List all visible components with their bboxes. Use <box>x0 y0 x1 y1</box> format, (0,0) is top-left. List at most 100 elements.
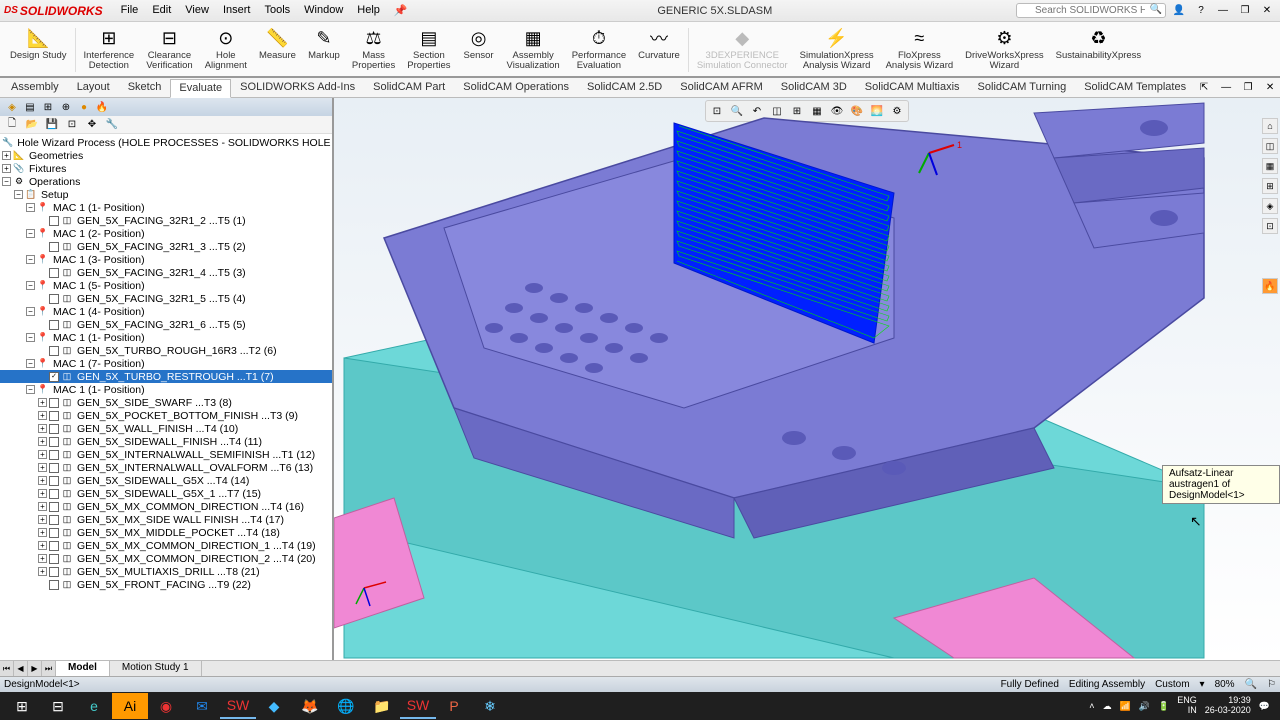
tree-item[interactable]: +◫GEN_5X_MX_COMMON_DIRECTION ...T4 (16) <box>0 500 332 513</box>
toggle-icon[interactable]: ⊡ <box>64 118 80 132</box>
menu-insert[interactable]: Insert <box>217 2 257 19</box>
tree-item[interactable]: +◫GEN_5X_SIDEWALL_G5X_1 ...T7 (15) <box>0 487 332 500</box>
tab-solidcamturning[interactable]: SolidCAM Turning <box>969 78 1076 97</box>
tray-cloud-icon[interactable]: ☁ <box>1103 701 1112 712</box>
menu-edit[interactable]: Edit <box>146 2 177 19</box>
edge-icon[interactable]: e <box>76 693 112 719</box>
status-zoom[interactable]: 80% <box>1215 679 1235 690</box>
status-zoom-icon[interactable]: 🔍 <box>1245 679 1257 690</box>
tree-item[interactable]: +◫GEN_5X_INTERNALWALL_SEMIFINISH ...T1 (… <box>0 448 332 461</box>
tree-view-icon[interactable]: ◈ <box>4 100 20 114</box>
tab-solidcam25d[interactable]: SolidCAM 2.5D <box>578 78 671 97</box>
tree-item[interactable]: +◫GEN_5X_SIDEWALL_FINISH ...T4 (11) <box>0 435 332 448</box>
tree-item[interactable]: +📐Geometries <box>0 149 332 162</box>
help-icon[interactable]: ? <box>1192 3 1210 19</box>
tab-prev-icon[interactable]: ◀ <box>14 661 28 676</box>
tree-item[interactable]: ◫GEN_5X_FACING_32R1_3 ...T5 (2) <box>0 240 332 253</box>
close-icon[interactable]: ✕ <box>1258 3 1276 19</box>
tree-item[interactable]: −📍MAC 1 (1- Position) <box>0 383 332 396</box>
bottom-tab-model[interactable]: Model <box>56 661 110 676</box>
ribbon-measure[interactable]: 📏Measure <box>253 24 302 76</box>
tab-sketch[interactable]: Sketch <box>119 78 171 97</box>
tree-item[interactable]: ◫GEN_5X_FACING_32R1_4 ...T5 (3) <box>0 266 332 279</box>
tab-solidcamafrm[interactable]: SolidCAM AFRM <box>671 78 772 97</box>
tree-item[interactable]: ◫GEN_5X_FACING_32R1_2 ...T5 (1) <box>0 214 332 227</box>
restore-icon[interactable]: ❐ <box>1236 3 1254 19</box>
tray-notif-icon[interactable]: 💬 <box>1259 701 1270 712</box>
tree-item[interactable]: ◫GEN_5X_FACING_32R1_5 ...T5 (4) <box>0 292 332 305</box>
menu-pin-icon[interactable]: 📌 <box>388 2 414 19</box>
tree-item[interactable]: +◫GEN_5X_SIDE_SWARF ...T3 (8) <box>0 396 332 409</box>
ribbon-section[interactable]: ▤SectionProperties <box>401 24 456 76</box>
filter-icon[interactable]: 🔧 <box>104 118 120 132</box>
firefox-icon[interactable]: 🦊 <box>292 693 328 719</box>
tray-clock[interactable]: 19:3926-03-2020 <box>1205 696 1251 716</box>
tree-item[interactable]: −📍MAC 1 (3- Position) <box>0 253 332 266</box>
display-icon[interactable]: ⊕ <box>58 100 74 114</box>
appearance-icon[interactable]: ● <box>76 100 92 114</box>
property-icon[interactable]: ▤ <box>22 100 38 114</box>
explorer-icon[interactable]: 📁 <box>364 693 400 719</box>
cam-icon[interactable]: 🔥 <box>94 100 110 114</box>
tab-max-icon[interactable]: ❐ <box>1239 80 1257 96</box>
tree-item[interactable]: −📍MAC 1 (1- Position) <box>0 201 332 214</box>
menu-file[interactable]: File <box>115 2 145 19</box>
tree-item[interactable]: −⚙Operations <box>0 175 332 188</box>
ribbon-curvature[interactable]: 〰Curvature <box>632 24 686 76</box>
ribbon-hole[interactable]: ⊙HoleAlignment <box>199 24 253 76</box>
solidworks-icon[interactable]: SW <box>220 693 256 719</box>
tree-item[interactable]: −📋Setup <box>0 188 332 201</box>
taskview-icon[interactable]: ⊟ <box>40 693 76 719</box>
illustrator-icon[interactable]: Ai <box>112 693 148 719</box>
tab-solidcampart[interactable]: SolidCAM Part <box>364 78 454 97</box>
tree-item[interactable]: +◫GEN_5X_MULTIAXIS_DRILL ...T8 (21) <box>0 565 332 578</box>
ribbon-clearance[interactable]: ⊟ClearanceVerification <box>140 24 198 76</box>
config-icon[interactable]: ⊞ <box>40 100 56 114</box>
ribbon-markup[interactable]: ✎Markup <box>302 24 346 76</box>
tab-solidcammultiaxis[interactable]: SolidCAM Multiaxis <box>856 78 969 97</box>
tab-close-icon[interactable]: ✕ <box>1261 80 1279 96</box>
tab-solidcamoperations[interactable]: SolidCAM Operations <box>454 78 578 97</box>
tab-solidworksaddins[interactable]: SOLIDWORKS Add-Ins <box>231 78 364 97</box>
tree-item[interactable]: ✓◫GEN_5X_TURBO_RESTROUGH ...T1 (7) <box>0 370 332 383</box>
tab-min-icon[interactable]: — <box>1217 80 1235 96</box>
search-input[interactable] <box>1016 3 1166 18</box>
ribbon-floxpress[interactable]: ≈FloXpressAnalysis Wizard <box>880 24 960 76</box>
tree-item[interactable]: −📍MAC 1 (2- Position) <box>0 227 332 240</box>
ribbon-interference[interactable]: ⊞InterferenceDetection <box>78 24 141 76</box>
tree-item[interactable]: ◫GEN_5X_FACING_32R1_6 ...T5 (5) <box>0 318 332 331</box>
tree-item[interactable]: −📍MAC 1 (1- Position) <box>0 331 332 344</box>
tree-item[interactable]: +◫GEN_5X_MX_SIDE WALL FINISH ...T4 (17) <box>0 513 332 526</box>
ribbon-assembly[interactable]: ▦AssemblyVisualization <box>501 24 566 76</box>
tree-item[interactable]: +◫GEN_5X_MX_COMMON_DIRECTION_2 ...T4 (20… <box>0 552 332 565</box>
sw2-icon[interactable]: SW <box>400 693 436 719</box>
bottom-tab-motion[interactable]: Motion Study 1 <box>110 661 202 676</box>
tab-evaluate[interactable]: Evaluate <box>170 79 231 98</box>
ribbon-mass[interactable]: ⚖MassProperties <box>346 24 401 76</box>
tree-item[interactable]: +◫GEN_5X_WALL_FINISH ...T4 (10) <box>0 422 332 435</box>
tree-item[interactable]: +◫GEN_5X_SIDEWALL_G5X ...T4 (14) <box>0 474 332 487</box>
tab-first-icon[interactable]: ⏮ <box>0 661 14 676</box>
start-icon[interactable]: ⊞ <box>4 693 40 719</box>
tab-last-icon[interactable]: ⏭ <box>42 661 56 676</box>
outlook-icon[interactable]: ✉ <box>184 693 220 719</box>
tree-item[interactable]: +◫GEN_5X_INTERNALWALL_OVALFORM ...T6 (13… <box>0 461 332 474</box>
powerpoint-icon[interactable]: P <box>436 693 472 719</box>
ribbon-driveworksxpress[interactable]: ⚙DriveWorksXpressWizard <box>959 24 1049 76</box>
open-icon[interactable]: 📂 <box>24 118 40 132</box>
new-icon[interactable]: 🗋 <box>4 118 20 132</box>
ribbon-performance[interactable]: ⏱PerformanceEvaluation <box>566 24 632 76</box>
tree-item[interactable]: ◫GEN_5X_FRONT_FACING ...T9 (22) <box>0 578 332 591</box>
save-icon[interactable]: 💾 <box>44 118 60 132</box>
tray-lang[interactable]: ENGIN <box>1177 696 1197 716</box>
tree-item[interactable]: −📍MAC 1 (7- Position) <box>0 357 332 370</box>
tray-up-icon[interactable]: ˄ <box>1089 701 1094 711</box>
chrome-icon[interactable]: 🌐 <box>328 693 364 719</box>
ribbon-simulationxpress[interactable]: ⚡SimulationXpressAnalysis Wizard <box>794 24 880 76</box>
tree-item[interactable]: 🔧Hole Wizard Process (HOLE PROCESSES - S… <box>0 136 332 149</box>
status-flag-icon[interactable]: ⚐ <box>1267 679 1276 690</box>
app2-icon[interactable]: ❄ <box>472 693 508 719</box>
tray-wifi-icon[interactable]: 📶 <box>1120 701 1131 712</box>
menu-tools[interactable]: Tools <box>258 2 296 19</box>
tab-next-icon[interactable]: ▶ <box>28 661 42 676</box>
